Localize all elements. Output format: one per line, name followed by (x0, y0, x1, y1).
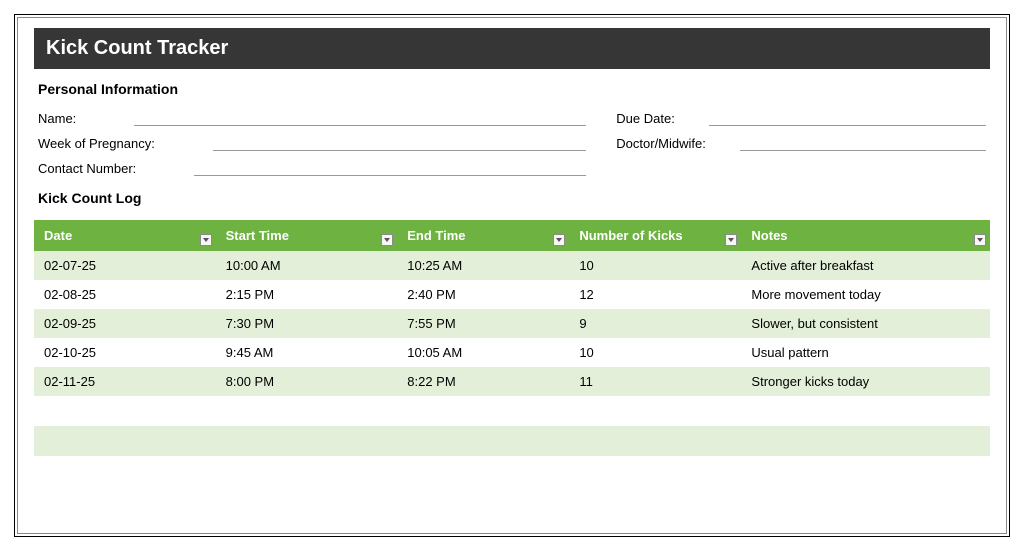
column-header-label: Number of Kicks (579, 228, 682, 243)
empty-cell (34, 396, 216, 426)
table-cell: 8:22 PM (397, 367, 569, 396)
table-cell: 02-09-25 (34, 309, 216, 338)
empty-cell (741, 396, 990, 426)
empty-cell (216, 456, 398, 486)
column-header-label: Start Time (226, 228, 289, 243)
table-cell: 9 (569, 309, 741, 338)
column-header-label: Notes (751, 228, 787, 243)
column-header[interactable]: End Time (397, 220, 569, 251)
table-cell: 02-10-25 (34, 338, 216, 367)
table-cell: 9:45 AM (216, 338, 398, 367)
personal-info-heading: Personal Information (38, 81, 990, 97)
personal-info-grid: Name: Week of Pregnancy: Contact Number:… (38, 111, 986, 176)
field-name: Name: (38, 111, 586, 126)
table-cell: 02-08-25 (34, 280, 216, 309)
column-header[interactable]: Date (34, 220, 216, 251)
empty-cell (216, 426, 398, 456)
filter-dropdown-icon[interactable] (725, 234, 737, 246)
field-due-date: Due Date: (616, 111, 986, 126)
table-cell: Slower, but consistent (741, 309, 990, 338)
column-header[interactable]: Number of Kicks (569, 220, 741, 251)
table-cell: 8:00 PM (216, 367, 398, 396)
field-label: Doctor/Midwife: (616, 136, 706, 151)
empty-row (34, 396, 990, 426)
table-cell: Active after breakfast (741, 251, 990, 280)
table-row: 02-07-2510:00 AM10:25 AM10Active after b… (34, 251, 990, 280)
table-row: 02-11-258:00 PM8:22 PM11Stronger kicks t… (34, 367, 990, 396)
table-cell: 10:05 AM (397, 338, 569, 367)
field-week: Week of Pregnancy: (38, 136, 586, 151)
empty-cell (569, 396, 741, 426)
table-cell: Stronger kicks today (741, 367, 990, 396)
column-header[interactable]: Notes (741, 220, 990, 251)
inner-frame: Kick Count Tracker Personal Information … (17, 17, 1007, 534)
table-row: 02-10-259:45 AM10:05 AM10Usual pattern (34, 338, 990, 367)
field-underline[interactable] (213, 137, 586, 151)
table-cell: 12 (569, 280, 741, 309)
outer-frame: Kick Count Tracker Personal Information … (14, 14, 1010, 537)
table-cell: 10 (569, 251, 741, 280)
table-cell: More movement today (741, 280, 990, 309)
table-head: Date Start Time End Time Number of Kicks Not… (34, 220, 990, 251)
column-header[interactable]: Start Time (216, 220, 398, 251)
field-underline[interactable] (134, 112, 586, 126)
field-label: Due Date: (616, 111, 675, 126)
column-header-label: Date (44, 228, 72, 243)
empty-cell (741, 426, 990, 456)
field-contact: Contact Number: (38, 161, 586, 176)
filter-dropdown-icon[interactable] (381, 234, 393, 246)
table-row: 02-09-257:30 PM7:55 PM9Slower, but consi… (34, 309, 990, 338)
empty-cell (216, 396, 398, 426)
empty-cell (397, 456, 569, 486)
empty-cell (34, 456, 216, 486)
table-cell: 11 (569, 367, 741, 396)
empty-cell (397, 396, 569, 426)
kick-log-table: Date Start Time End Time Number of Kicks Not… (34, 220, 990, 486)
table-cell: 10 (569, 338, 741, 367)
filter-dropdown-icon[interactable] (553, 234, 565, 246)
filter-dropdown-icon[interactable] (974, 234, 986, 246)
table-cell: 02-11-25 (34, 367, 216, 396)
table-cell: 7:30 PM (216, 309, 398, 338)
log-heading: Kick Count Log (38, 190, 990, 206)
table-cell: 2:40 PM (397, 280, 569, 309)
page-title: Kick Count Tracker (34, 28, 990, 69)
table-cell: Usual pattern (741, 338, 990, 367)
field-underline[interactable] (709, 112, 986, 126)
table-cell: 2:15 PM (216, 280, 398, 309)
filter-dropdown-icon[interactable] (200, 234, 212, 246)
empty-cell (397, 426, 569, 456)
empty-row (34, 426, 990, 456)
personal-info-right-col: Due Date: Doctor/Midwife: (616, 111, 986, 176)
empty-cell (569, 456, 741, 486)
table-cell: 10:25 AM (397, 251, 569, 280)
table-cell: 02-07-25 (34, 251, 216, 280)
field-label: Week of Pregnancy: (38, 136, 155, 151)
personal-info-left-col: Name: Week of Pregnancy: Contact Number: (38, 111, 616, 176)
field-underline[interactable] (194, 162, 586, 176)
column-header-label: End Time (407, 228, 465, 243)
empty-cell (569, 426, 741, 456)
table-row: 02-08-252:15 PM2:40 PM12More movement to… (34, 280, 990, 309)
table-cell: 10:00 AM (216, 251, 398, 280)
empty-cell (34, 426, 216, 456)
table-cell: 7:55 PM (397, 309, 569, 338)
empty-row (34, 456, 990, 486)
table-body: 02-07-2510:00 AM10:25 AM10Active after b… (34, 251, 990, 486)
empty-cell (741, 456, 990, 486)
field-underline[interactable] (740, 137, 986, 151)
table-header-row: Date Start Time End Time Number of Kicks Not… (34, 220, 990, 251)
field-doctor: Doctor/Midwife: (616, 136, 986, 151)
field-label: Contact Number: (38, 161, 136, 176)
field-label: Name: (38, 111, 76, 126)
